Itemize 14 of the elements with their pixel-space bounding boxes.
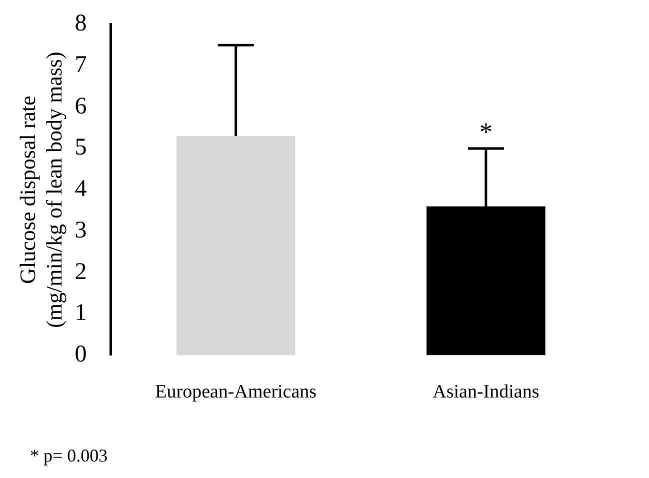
y-tick-label: 1 <box>74 300 87 326</box>
y-tick-label: 6 <box>74 93 87 120</box>
x-tick-label: Asian-Indians <box>432 382 540 403</box>
y-tick-label: 5 <box>74 134 87 161</box>
y-tick-label: 3 <box>74 217 87 244</box>
y-tick-label: 8 <box>74 10 87 37</box>
annotation: * <box>479 117 492 146</box>
y-tick-label: 0 <box>74 341 87 368</box>
x-tick-label: European-Americans <box>155 382 317 403</box>
text: * p= 0.003 <box>30 446 108 466</box>
y-tick-label: 7 <box>74 52 87 78</box>
y-axis-title: Glucose disposal rate (mg/min/kg of lean body mass) <box>14 52 66 328</box>
y-tick-label: 2 <box>74 258 87 285</box>
y-tick-label: 4 <box>74 176 87 202</box>
